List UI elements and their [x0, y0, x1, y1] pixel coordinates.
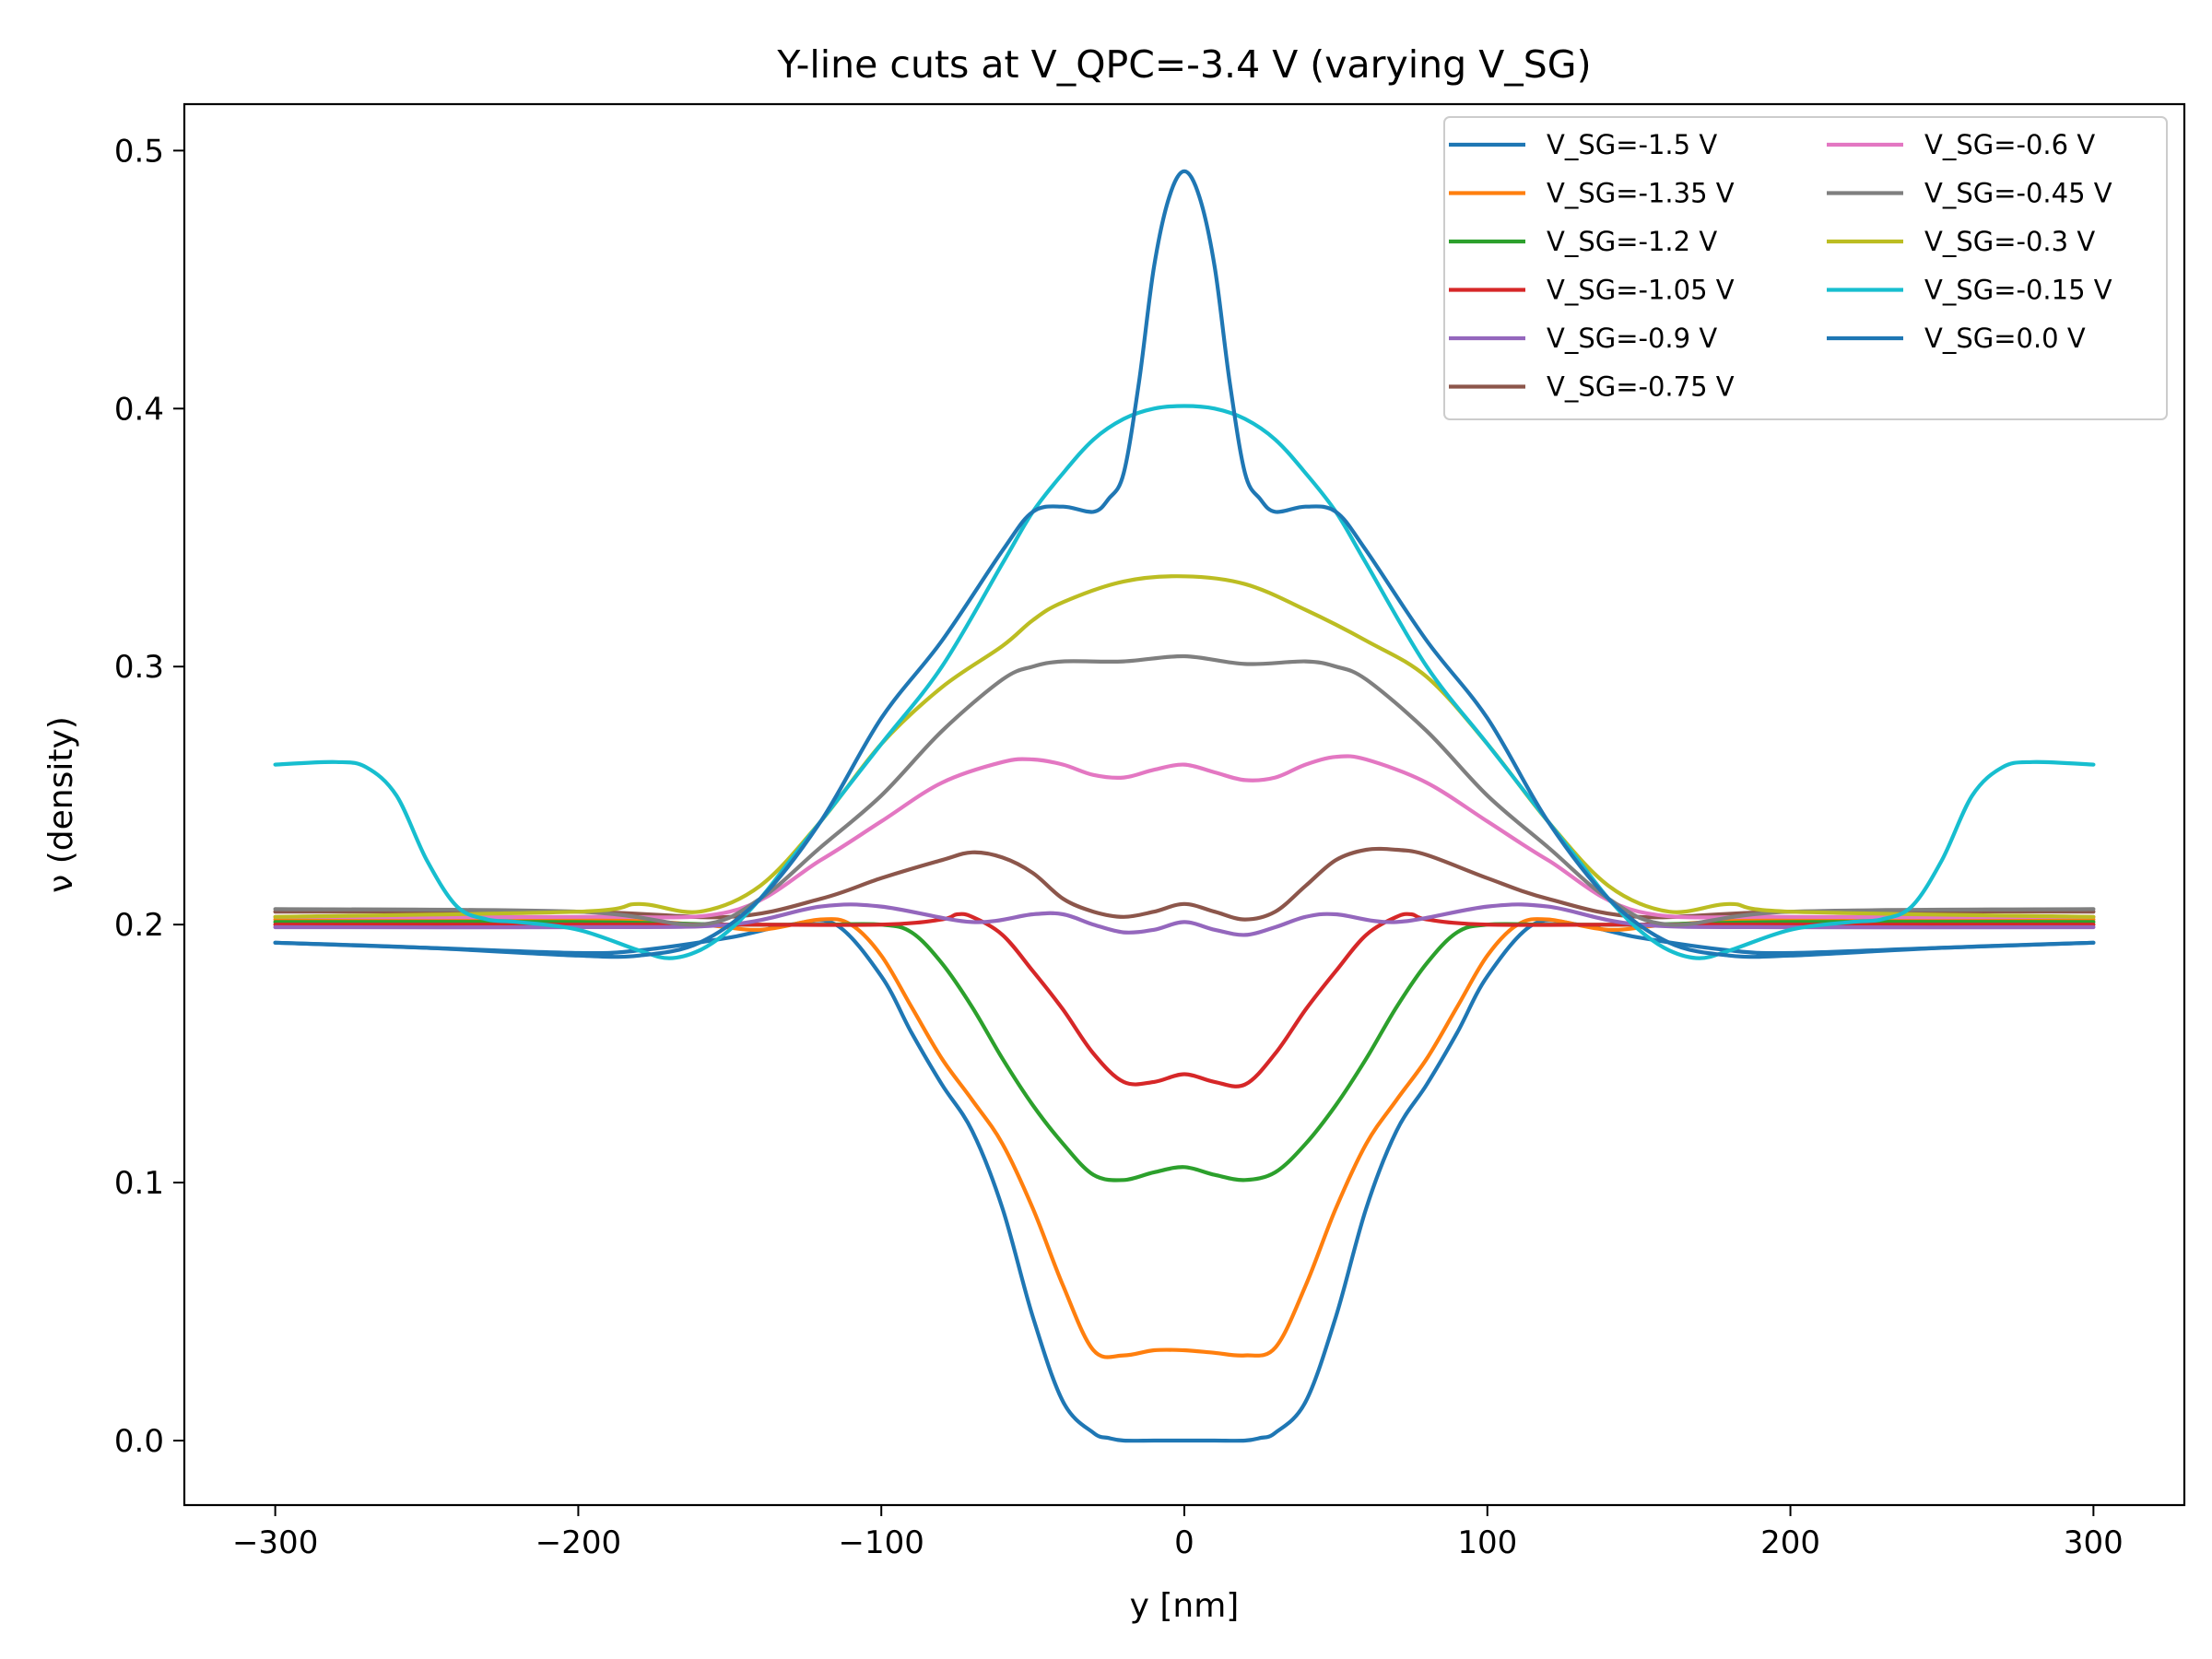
legend: V_SG=-1.5 V V_SG=-1.35 V V_SG=-1.2 V V_SG=-…: [1443, 116, 2168, 420]
x-axis-ticks: −300 −200 −100 0 100 200 300: [232, 1505, 2124, 1561]
legend-entry-label: V_SG=-0.15 V: [1924, 275, 2112, 306]
legend-entry-label: V_SG=-1.5 V: [1547, 129, 1717, 160]
y-tick-label: 0.4: [114, 391, 164, 428]
chart-title: Y-line cuts at V_QPC=-3.4 V (varying V_S…: [776, 42, 1591, 87]
legend-entry-label: V_SG=-1.35 V: [1547, 178, 1735, 209]
series-line-6: [273, 754, 2096, 920]
series-line-1: [273, 917, 2096, 1359]
legend-entry-label: V_SG=-0.9 V: [1547, 323, 1717, 354]
x-tick-label: −200: [535, 1524, 621, 1561]
x-axis-label: y [nm]: [1130, 1587, 1240, 1625]
x-tick-label: −300: [232, 1524, 318, 1561]
series-line-3: [273, 912, 2096, 1088]
y-tick-label: 0.2: [114, 907, 164, 944]
x-tick-label: 100: [1457, 1524, 1517, 1561]
legend-frame: [1443, 116, 2168, 420]
x-tick-label: 0: [1174, 1524, 1194, 1561]
y-tick-label: 0.3: [114, 649, 164, 686]
legend-entry-label: V_SG=0.0 V: [1924, 323, 2086, 354]
x-tick-label: −100: [839, 1524, 924, 1561]
legend-entry-label: V_SG=-1.2 V: [1547, 226, 1717, 257]
x-tick-label: 300: [2064, 1524, 2124, 1561]
y-axis-label: ν (density): [42, 716, 80, 893]
series-line-8: [273, 574, 2096, 919]
legend-entry-label: V_SG=-0.6 V: [1924, 129, 2095, 160]
legend-entry-label: V_SG=-0.75 V: [1547, 371, 1735, 403]
x-tick-label: 200: [1760, 1524, 1820, 1561]
legend-entry-label: V_SG=-0.3 V: [1924, 226, 2095, 257]
y-tick-label: 0.5: [114, 133, 164, 170]
series-line-5: [273, 846, 2096, 922]
series-layer: [273, 169, 2096, 1443]
series-line-10: [273, 169, 2096, 959]
y-tick-label: 0.0: [114, 1423, 164, 1460]
series-line-9: [273, 404, 2096, 960]
legend-entry-label: V_SG=-0.45 V: [1924, 178, 2112, 209]
legend-entry-label: V_SG=-1.05 V: [1547, 275, 1735, 306]
series-line-4: [273, 902, 2096, 937]
y-axis-ticks: 0.0 0.1 0.2 0.3 0.4 0.5: [114, 133, 184, 1460]
y-tick-label: 0.1: [114, 1165, 164, 1202]
